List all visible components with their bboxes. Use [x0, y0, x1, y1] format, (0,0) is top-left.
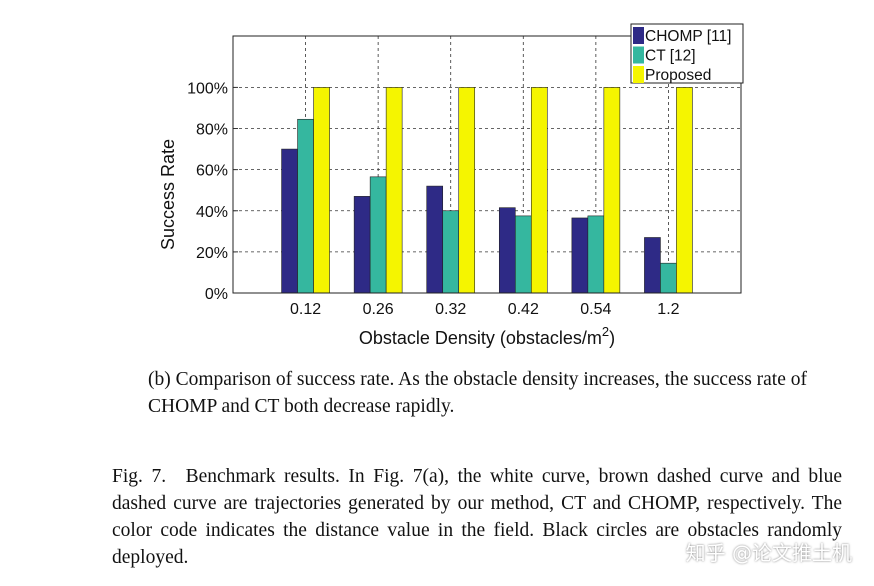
bar-chomp: [498, 207, 516, 294]
y-tick-label: 40%: [196, 204, 228, 221]
watermark: 知乎 @论文推土机: [685, 541, 852, 565]
x-tick-label: 0.54: [580, 301, 611, 318]
y-tick-label: 0%: [205, 286, 228, 303]
legend: CHOMP [11] CT [12] Proposed: [630, 23, 744, 84]
x-tick-label: 0.32: [435, 301, 466, 318]
bar-proposed: [385, 87, 403, 294]
figure-caption: Fig. 7. Benchmark results. In Fig. 7(a),…: [112, 466, 842, 568]
bar-proposed: [313, 87, 330, 294]
y-tick-label: 80%: [196, 122, 228, 139]
legend-swatch: [633, 66, 644, 83]
bar-ct: [442, 210, 460, 294]
bar-proposed: [530, 87, 548, 294]
x-axis-label: Obstacle Density (obstacles/m2): [359, 324, 615, 348]
bar-ct: [660, 262, 677, 294]
y-axis-label: Success Rate: [158, 139, 178, 250]
bar-chomp: [571, 217, 589, 294]
plot-frame: [232, 35, 742, 294]
bar-chomp: [281, 148, 298, 294]
legend-swatch: [633, 46, 644, 64]
bar-chart: 0% 20% 40% 60% 80% 100% 0.12 0.26 0.32 0.42 0.54 1.…: [158, 23, 744, 348]
bar-ct: [514, 215, 532, 294]
x-tick-label: 0.12: [290, 301, 321, 318]
x-tick-label: 0.42: [508, 301, 539, 318]
bar-proposed: [458, 87, 476, 294]
x-tick-label: 0.26: [363, 301, 394, 318]
y-tick-label: 20%: [196, 245, 228, 262]
y-tick-label: 100%: [187, 80, 228, 97]
y-tick-label: 60%: [196, 163, 228, 180]
legend-label: CT [12]: [645, 48, 696, 65]
bar-chomp: [426, 185, 444, 294]
subfigure-caption: (b) Comparison of success rate. As the o…: [148, 369, 808, 417]
bar-chomp: [644, 237, 661, 294]
bar-ct: [369, 176, 387, 294]
bar-proposed: [676, 87, 693, 294]
bar-ct: [297, 118, 314, 294]
legend-label: CHOMP [11]: [645, 28, 731, 45]
legend-box: [630, 23, 744, 84]
bar-ct: [587, 215, 605, 294]
bar-chomp: [353, 196, 371, 294]
legend-label: Proposed: [645, 67, 711, 84]
bar-proposed: [603, 87, 621, 294]
x-tick-label: 1.2: [657, 301, 679, 318]
legend-swatch: [633, 27, 644, 44]
